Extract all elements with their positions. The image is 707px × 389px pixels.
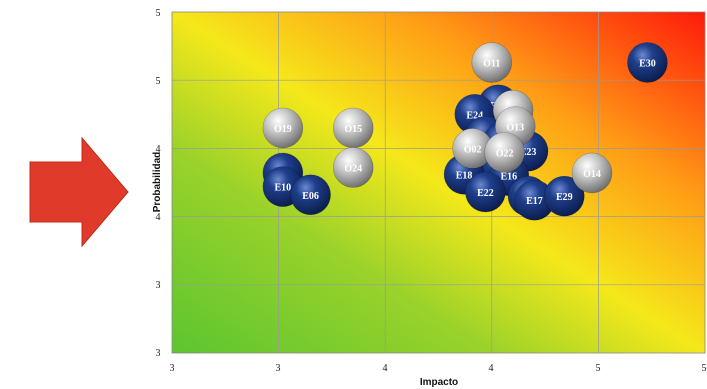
bubble-label: E10 [275,183,292,194]
bubble-marker [465,171,506,213]
bubble-label: O22 [496,148,514,159]
y-tick-label: 3 [156,280,161,291]
y-tick-label: 4 [156,212,161,223]
bubble-o22: O22 [484,132,525,173]
x-axis-label: Impacto [420,377,458,388]
x-tick-label: 5 [596,363,601,374]
plot-area-background [171,11,706,354]
y-axis-label: Probabilidad [152,152,163,213]
bubble-layer: E30E26E24E07O16E23E05E16E27E18E10E06E22E… [262,42,668,221]
bubble-marker [471,42,513,83]
y-tick-label: 4 [156,144,161,155]
bubble-marker [290,174,331,216]
red-arrow-icon [29,136,129,248]
bubble-o14: O14 [571,152,613,194]
bubble-o15: O15 [332,107,374,149]
x-tick-label: 4 [383,363,388,374]
bubble-label: E30 [639,58,656,69]
bubble-e30: E30 [627,42,668,83]
bubble-o19: O19 [262,107,304,149]
bubble-marker [484,132,525,173]
bubble-label: O11 [483,58,500,69]
bubble-label: E24 [466,110,483,121]
bubble-label: E17 [526,196,543,207]
bubble-e22: E22 [465,171,506,213]
bubble-marker [571,152,613,194]
bubble-label: O24 [344,163,362,174]
bubble-marker [627,42,668,83]
y-axis-ticks: 3 3 4 4 5 5 [156,8,161,359]
y-tick-label: 5 [156,76,161,87]
bubble-label: E06 [302,191,319,202]
bubble-o24: O24 [332,147,374,188]
x-tick-label: 4 [489,363,494,374]
x-tick-label: 3 [170,363,175,374]
x-axis-ticks: 3 3 4 4 5 5 [170,363,707,374]
y-tick-label: 5 [156,8,161,19]
bubble-o11: O11 [471,42,513,83]
bubble-e06: E06 [290,174,331,216]
x-tick-label: 3 [276,363,281,374]
bubble-label: O02 [464,144,482,155]
bubble-e29: E29 [543,175,585,217]
y-tick-label: 3 [156,348,161,359]
bubble-label: E29 [556,192,573,203]
bubble-marker [332,147,374,188]
bubble-label: O19 [274,124,292,135]
bubble-marker [262,107,304,149]
bubble-label: E23 [520,147,537,158]
x-tick-label: 5 [702,363,707,374]
bubble-label: E18 [456,170,473,181]
bubble-label: O13 [506,123,524,134]
bubble-label: E16 [501,172,518,183]
bubble-label: E22 [477,188,494,199]
bubble-label: O14 [583,169,601,180]
bubble-marker [543,175,585,217]
bubble-label: O15 [344,124,362,135]
